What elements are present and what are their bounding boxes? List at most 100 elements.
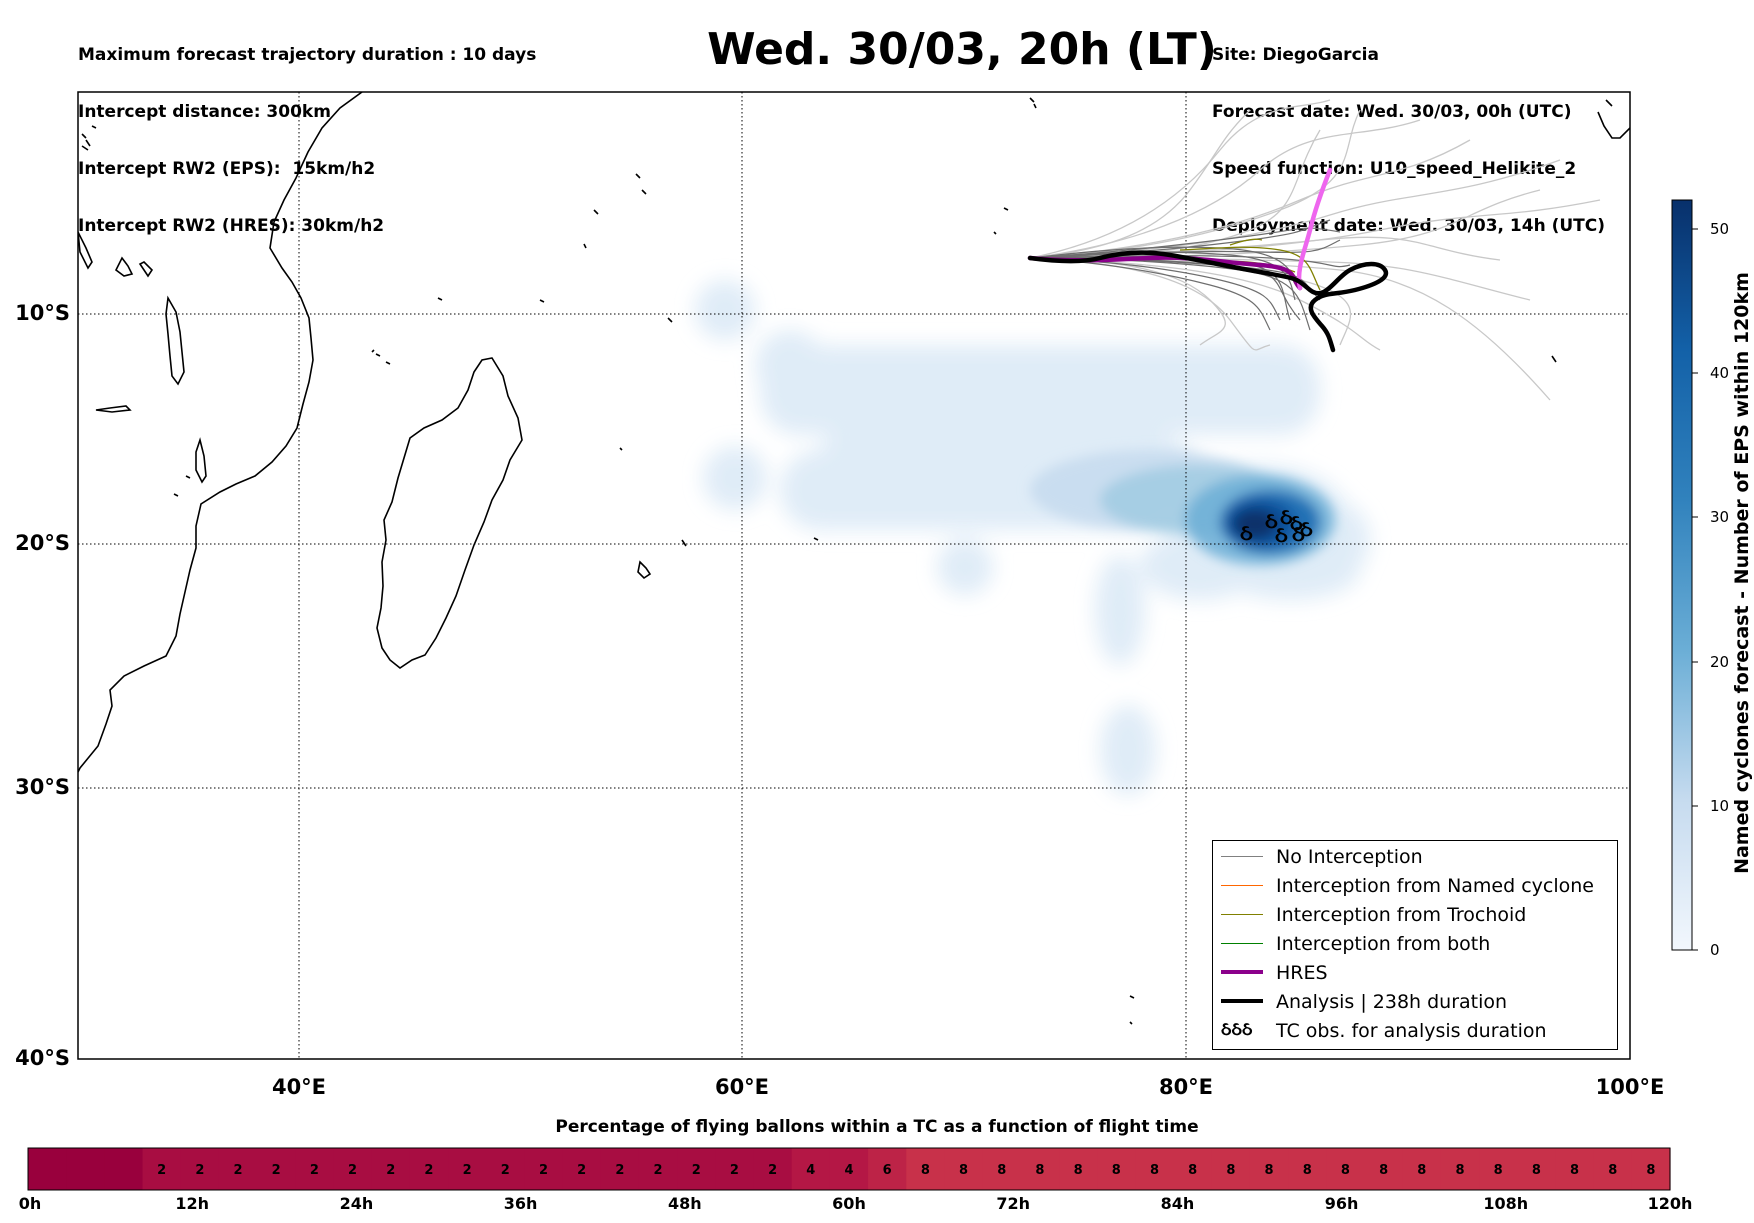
percentage-cell-label: 8 bbox=[1303, 1163, 1312, 1178]
percentage-cell bbox=[1173, 1148, 1213, 1190]
percentage-cell bbox=[982, 1148, 1022, 1190]
percentage-cell-label: 8 bbox=[1494, 1163, 1503, 1178]
percentage-cell bbox=[1288, 1148, 1327, 1190]
tc-observation-symbols: ઠ ઠ ઠ ઠ ઠ ઠ ઠ bbox=[1240, 505, 1313, 548]
percentage-cell-label: 8 bbox=[1646, 1163, 1655, 1178]
legend-item-analysis: Analysis | 238h duration bbox=[1213, 988, 1617, 1017]
percentage-cell bbox=[1555, 1148, 1595, 1190]
percentage-cell-label: 2 bbox=[157, 1163, 166, 1178]
svg-text:ઠ: ઠ bbox=[1300, 517, 1313, 542]
svg-text:ઠ: ઠ bbox=[1290, 511, 1303, 536]
legend-label: No Interception bbox=[1276, 846, 1423, 868]
percentage-cell-label: 8 bbox=[1608, 1163, 1617, 1178]
hour-label: 120h bbox=[1647, 1194, 1693, 1213]
map-frame bbox=[77, 91, 1631, 1060]
percentage-cell bbox=[180, 1148, 220, 1190]
svg-text:ઠ: ઠ bbox=[1265, 509, 1278, 534]
rodrigues bbox=[813, 537, 819, 541]
percentage-cell bbox=[1249, 1148, 1289, 1190]
analysis-trajectory bbox=[1027, 250, 1389, 353]
lake-rudolf bbox=[85, 139, 91, 147]
percentage-cell bbox=[1020, 1148, 1060, 1190]
hour-label: 108h bbox=[1483, 1194, 1529, 1213]
percentage-cell bbox=[218, 1148, 258, 1190]
percentage-cell-label: 8 bbox=[1341, 1163, 1350, 1178]
percentage-cell bbox=[791, 1148, 831, 1190]
percentage-cell bbox=[1440, 1148, 1480, 1190]
percentage-cell-label: 8 bbox=[1226, 1163, 1235, 1178]
percentage-cell-label: 6 bbox=[883, 1163, 892, 1178]
comoros bbox=[371, 349, 391, 365]
legend-item-hres: HRES bbox=[1213, 959, 1617, 988]
percentage-cell bbox=[562, 1148, 602, 1190]
percentage-cell bbox=[1364, 1148, 1404, 1190]
percentage-cell-label: 8 bbox=[959, 1163, 968, 1178]
percentage-cell bbox=[677, 1148, 716, 1190]
percentage-cell-label: 2 bbox=[195, 1163, 204, 1178]
legend-item-trochoid: Interception from Trochoid bbox=[1213, 901, 1617, 930]
percentage-cell-label: 2 bbox=[424, 1163, 433, 1178]
lat-label: 10°S bbox=[15, 301, 70, 325]
svg-text:ઠ: ઠ bbox=[1240, 521, 1253, 546]
percentage-cell-label: 2 bbox=[577, 1163, 586, 1178]
percentage-cell-label: 2 bbox=[233, 1163, 242, 1178]
percentage-cell-label: 2 bbox=[501, 1163, 510, 1178]
percentage-cell bbox=[753, 1148, 793, 1190]
hour-label: 96h bbox=[1324, 1194, 1359, 1213]
lon-label: 40°E bbox=[271, 1075, 327, 1099]
percentage-cell bbox=[944, 1148, 984, 1190]
seychelles bbox=[437, 173, 673, 451]
percentage-cell-label: 2 bbox=[654, 1163, 663, 1178]
legend-label: Interception from Named cyclone bbox=[1276, 875, 1594, 897]
percentage-cell-label: 8 bbox=[1112, 1163, 1121, 1178]
legend-label: TC obs. for analysis duration bbox=[1276, 1020, 1547, 1042]
percentage-cell bbox=[142, 1148, 182, 1190]
percentage-cell-label: 2 bbox=[730, 1163, 739, 1178]
legend-swatch bbox=[1221, 943, 1263, 944]
percentage-cell bbox=[295, 1148, 335, 1190]
legend-item-no-interception: No Interception bbox=[1213, 843, 1617, 872]
percentage-cell-label: 2 bbox=[615, 1163, 624, 1178]
lat-label: 20°S bbox=[15, 531, 70, 555]
lon-label: 60°E bbox=[714, 1075, 770, 1099]
colorbar-tick: 30 bbox=[1710, 508, 1730, 526]
percentage-cell-label: 8 bbox=[1417, 1163, 1426, 1178]
colorbar-title-text: Named cyclones forecast - Number of EPS … bbox=[1731, 272, 1753, 874]
percentage-cell-label: 2 bbox=[272, 1163, 281, 1178]
cyclone-density-field bbox=[695, 280, 1370, 795]
percentage-cell bbox=[1517, 1148, 1557, 1190]
percentage-cell-label: 8 bbox=[997, 1163, 1006, 1178]
chagos-maldives bbox=[993, 97, 1557, 1025]
mauritius-reunion bbox=[637, 539, 687, 580]
percentage-cell bbox=[1402, 1148, 1442, 1190]
colorbar-title: Named cyclones forecast - Number of EPS … bbox=[1727, 198, 1754, 948]
main-title: Wed. 30/03, 20h (LT) bbox=[707, 24, 1217, 75]
percentage-bar-border bbox=[27, 1147, 1671, 1191]
lat-label: 30°S bbox=[15, 775, 70, 799]
percentage-cell bbox=[1593, 1148, 1633, 1190]
legend-label: HRES bbox=[1276, 962, 1328, 984]
percentage-cell bbox=[1211, 1148, 1251, 1190]
hour-label: 60h bbox=[832, 1194, 866, 1213]
percentage-cell bbox=[1326, 1148, 1366, 1190]
lat-label: 40°S bbox=[15, 1046, 70, 1070]
legend-item-both: Interception from both bbox=[1213, 930, 1617, 959]
percentage-cell bbox=[1097, 1148, 1136, 1190]
percentage-cell-label: 2 bbox=[463, 1163, 472, 1178]
legend-label: Interception from both bbox=[1276, 933, 1491, 955]
hour-label: 12h bbox=[175, 1194, 210, 1213]
legend-item-tc-obs: ઠઠઠ TC obs. for analysis duration bbox=[1213, 1017, 1617, 1046]
percentage-cell-label: 8 bbox=[1035, 1163, 1044, 1178]
map-legend: No Interception Interception from Named … bbox=[1212, 840, 1618, 1050]
lon-label: 100°E bbox=[1595, 1075, 1665, 1099]
colorbar-tick: 20 bbox=[1710, 653, 1730, 671]
lake-turkana bbox=[78, 231, 93, 270]
hour-label: 84h bbox=[1160, 1194, 1195, 1213]
percentage-cell bbox=[448, 1148, 487, 1190]
legend-label: Interception from Trochoid bbox=[1276, 904, 1527, 926]
percentage-cell-label: 2 bbox=[310, 1163, 319, 1178]
lake-kariba bbox=[95, 405, 132, 413]
percentage-cell bbox=[638, 1148, 678, 1190]
header-right-line: Site: DiegoGarcia bbox=[1212, 45, 1379, 65]
percentage-cell-label: 2 bbox=[539, 1163, 548, 1178]
